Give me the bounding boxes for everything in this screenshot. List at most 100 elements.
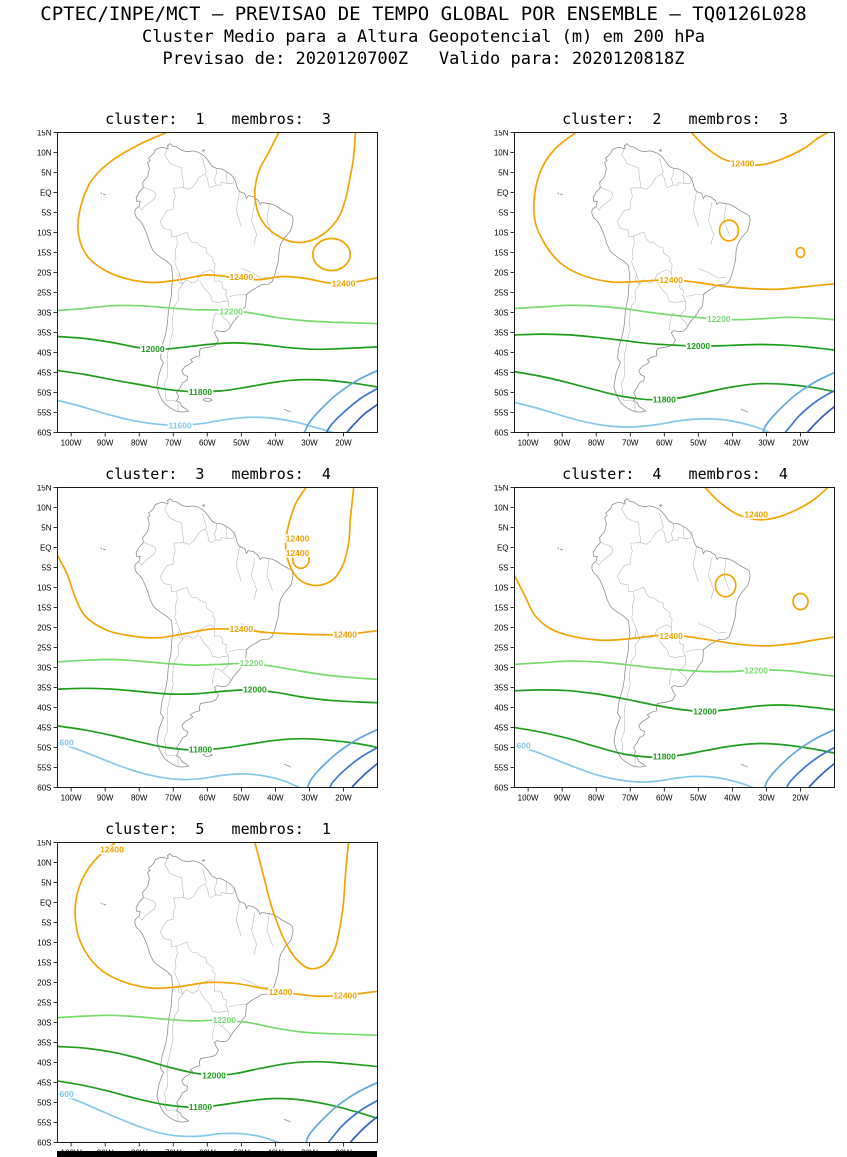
contour-11200 [328, 746, 378, 788]
contour-label-12400: 12400 [229, 272, 253, 282]
country-border [251, 557, 257, 600]
island [202, 859, 205, 862]
contour-label-12400: 12400 [286, 548, 310, 558]
contour-label-12200: 12200 [707, 314, 731, 324]
y-tick-label: 30S [494, 663, 508, 672]
x-tick-label: 90W [554, 439, 571, 448]
country-border [640, 174, 662, 190]
country-border [621, 273, 641, 402]
contour-label-12400: 12400 [229, 624, 253, 634]
island [102, 548, 107, 551]
contour-12000 [514, 333, 835, 351]
country-border [698, 623, 726, 634]
contour-11000 [349, 1115, 378, 1143]
contour-12400 [253, 132, 357, 244]
y-tick-label: 45S [37, 723, 51, 732]
country-border [640, 529, 662, 545]
country-border [629, 187, 641, 210]
y-tick-label: 50S [37, 1098, 51, 1107]
country-border [235, 191, 242, 227]
y-tick-label: EQ [497, 188, 509, 197]
country-border [600, 186, 613, 197]
country-border [164, 500, 185, 543]
country-border [616, 564, 634, 592]
header-line-1: CPTEC/INPE/MCT — PREVISAO DE TEMPO GLOBA… [40, 3, 807, 25]
island [202, 149, 205, 152]
island [740, 763, 748, 768]
country-border [176, 586, 216, 628]
country-border [225, 171, 228, 184]
country-border [143, 186, 156, 197]
y-tick-label: 35S [37, 328, 51, 337]
y-tick-label: 10S [494, 228, 508, 237]
x-tick-label: 30W [758, 794, 775, 803]
y-tick-label: 25S [494, 288, 508, 297]
x-tick-label: 70W [165, 794, 182, 803]
country-border [723, 204, 730, 236]
country-border [251, 202, 257, 245]
y-tick-label: 10N [37, 503, 52, 512]
y-tick-label: 35S [494, 328, 508, 337]
y-tick-label: 25S [494, 643, 508, 652]
cluster-panel-1: cluster: 1 membros: 3 15N 10N 5N EQ 5S 10S 15S… [27, 110, 379, 448]
contour-label-12200: 12200 [744, 665, 768, 675]
contour-11800 [57, 369, 378, 393]
y-tick-label: EQ [40, 543, 52, 552]
contour-label-12400: 12400 [286, 534, 310, 544]
country-border [723, 559, 730, 591]
country-border [631, 616, 672, 640]
plot-border [57, 132, 378, 433]
map-plot: 15N 10N 5N EQ 5S 10S 15S 20S 25S 30S 35S 40S 45S 50S 5… [37, 485, 378, 803]
contour-label-12400: 12400 [659, 631, 683, 641]
panel-title: cluster: 5 membros: 1 [105, 820, 331, 838]
x-tick-label: 20W [792, 439, 809, 448]
country-border [631, 261, 672, 285]
contour-11200 [785, 746, 835, 788]
country-border [212, 655, 229, 685]
island [659, 397, 670, 402]
y-tick-label: 15S [494, 248, 508, 257]
header-line-3: Previsao de: 2020120700Z Valido para: 20… [162, 49, 685, 69]
contour-label-12200: 12200 [212, 1015, 236, 1025]
country-border [172, 187, 184, 210]
country-border [659, 158, 665, 179]
contour-12200 [514, 304, 835, 321]
y-tick-label: 40S [494, 703, 508, 712]
country-border [621, 145, 642, 188]
country-border [664, 178, 685, 189]
y-tick-label: 10S [37, 228, 51, 237]
country-border [621, 628, 641, 757]
contour-label-12200: 12200 [240, 658, 264, 668]
country-border [174, 236, 178, 262]
y-tick-label: 40S [37, 348, 51, 357]
y-tick-label: 15N [37, 130, 52, 137]
y-tick-label: 60S [494, 428, 508, 437]
country-border [174, 971, 215, 995]
contour-12400 [74, 842, 378, 998]
cluster-panel-5: cluster: 5 membros: 1 15N 10N 5N EQ 5S 10S 15S… [27, 820, 379, 1157]
y-tick-label: 45S [494, 368, 508, 377]
y-tick-label: 10N [494, 503, 509, 512]
country-border [683, 531, 693, 539]
country-border [137, 195, 156, 211]
y-tick-label: 15N [37, 840, 52, 847]
y-tick-label: 45S [37, 1078, 51, 1087]
header-line-2: Cluster Medio para a Altura Geopotencial… [142, 27, 705, 47]
country-border [221, 670, 231, 683]
contour-label-11800: 11800 [653, 394, 676, 404]
y-tick-label: 5S [499, 563, 509, 572]
contour-11400 [303, 369, 378, 433]
contour-12400 [57, 554, 378, 639]
y-tick-label: 10S [37, 938, 51, 947]
contour-label-12400: 12400 [269, 987, 293, 997]
country-border [199, 982, 229, 1013]
y-tick-label: 60S [494, 783, 508, 792]
country-border [241, 268, 269, 279]
x-tick-label: 30W [301, 794, 318, 803]
contour-12400 [704, 487, 829, 521]
y-tick-label: 15S [37, 248, 51, 257]
x-tick-label: 90W [97, 794, 114, 803]
country-border [164, 983, 184, 1112]
contour-12000 [57, 1045, 378, 1077]
